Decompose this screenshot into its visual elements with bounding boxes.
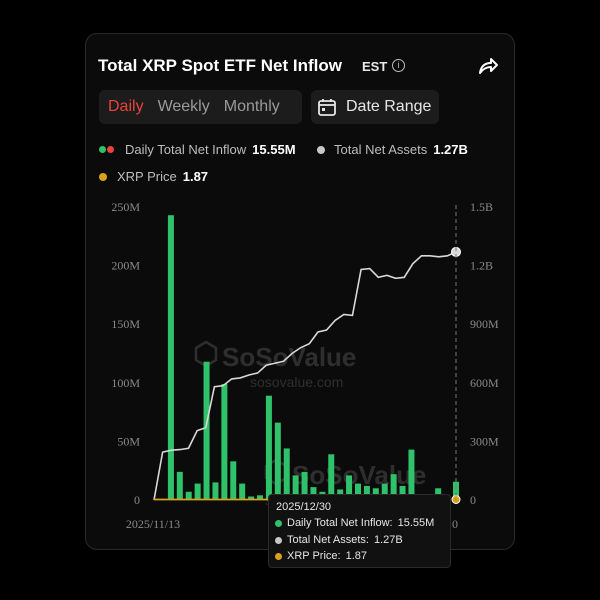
tooltip-price-dot	[275, 552, 282, 560]
inflow-bar	[283, 448, 290, 500]
inflow-bar	[292, 475, 299, 500]
tooltip-inflow-value: 15.55M	[397, 517, 435, 529]
tooltip-row-price: XRP Price: 1.87	[275, 550, 367, 562]
inflow-bar	[239, 483, 246, 500]
inflow-bar	[363, 485, 370, 500]
tooltip: 2025/12/30 Daily Total Net Inflow: 15.55…	[268, 494, 451, 568]
legend-inflow[interactable]: Daily Total Net Inflow 15.55M	[99, 142, 296, 157]
inflow-bar	[176, 471, 183, 500]
inflow-bar	[274, 422, 281, 500]
inflow-bar	[381, 483, 388, 500]
tooltip-price-value: 1.87	[345, 550, 368, 562]
chart-title: Total XRP Spot ETF Net Inflow	[98, 56, 342, 75]
y-left-tick-label: 0	[134, 493, 140, 507]
assets-dot	[317, 145, 325, 154]
tooltip-inflow-label: Daily Total Net Inflow:	[287, 517, 393, 529]
inflow-bar	[265, 395, 272, 500]
y-right-tick-label: 900M	[470, 317, 499, 331]
legend-assets-value: 1.27B	[433, 142, 468, 157]
inflow-bar	[399, 485, 406, 500]
y-right-tick-label: 0	[470, 493, 476, 507]
legend-price-label: XRP Price	[117, 169, 177, 184]
info-icon[interactable]: i	[392, 59, 405, 72]
inflow-bar	[355, 483, 361, 500]
inflow-bar	[203, 361, 210, 500]
x-tick-label: 2025/11/13	[126, 517, 180, 531]
tooltip-date: 2025/12/30	[276, 501, 332, 513]
legend-inflow-value: 15.55M	[252, 142, 296, 157]
tooltip-assets-value: 1.27B	[373, 534, 403, 546]
y-left-tick-label: 100M	[111, 376, 140, 390]
tooltip-row-inflow: Daily Total Net Inflow: 15.55M	[275, 517, 434, 529]
inflow-bar	[248, 496, 255, 500]
inflow-bar	[346, 475, 353, 500]
inflow-positive-dot	[99, 146, 106, 153]
inflow-bar	[390, 474, 397, 500]
legend-assets-label: Total Net Assets	[334, 142, 428, 157]
y-left-tick-label: 50M	[117, 434, 140, 448]
tab-weekly[interactable]: Weekly	[157, 98, 210, 115]
inflow-bar	[185, 491, 192, 500]
y-right-tick-label: 1.2B	[470, 259, 493, 273]
y-left-tick-label: 150M	[111, 317, 140, 331]
legend-price[interactable]: XRP Price 1.87	[99, 169, 208, 184]
tooltip-assets-dot	[275, 536, 282, 544]
y-left-tick-label: 200M	[111, 259, 140, 273]
date-range-label: Date Range	[346, 98, 432, 115]
y-axis-left: 0 50M 100M 150M 200M 250M	[111, 200, 140, 507]
date-range-button[interactable]: Date Range	[311, 90, 439, 124]
calendar-icon	[318, 99, 336, 116]
x-axis: 2025/11/13 0	[126, 517, 458, 531]
timezone-label[interactable]: EST	[362, 59, 388, 74]
legend-price-value: 1.87	[182, 169, 209, 184]
inflow-negative-dot	[107, 146, 114, 153]
inflow-bar	[212, 482, 219, 500]
inflow-bar	[328, 454, 335, 500]
legend-assets[interactable]: Total Net Assets 1.27B	[317, 142, 468, 157]
y-left-tick-label: 250M	[111, 200, 140, 214]
legend-inflow-label: Daily Total Net Inflow	[125, 142, 247, 157]
tooltip-assets-label: Total Net Assets:	[287, 534, 369, 546]
inflow-bar	[167, 215, 174, 501]
tooltip-inflow-dot	[275, 519, 282, 527]
inflow-bar	[408, 449, 415, 500]
assets-line-path	[153, 251, 457, 501]
inflow-bar	[257, 495, 263, 500]
inflow-bar	[301, 471, 308, 500]
tooltip-row-assets: Total Net Assets: 1.27B	[275, 534, 403, 546]
period-tabs: Daily Weekly Monthly	[99, 90, 302, 124]
watermark-site-1: sosovalue.com	[250, 374, 343, 390]
inflow-bar	[230, 461, 237, 500]
tab-monthly[interactable]: Monthly	[223, 98, 280, 115]
inflow-bar	[453, 481, 459, 500]
inflow-bar	[310, 487, 317, 500]
y-right-tick-label: 600M	[470, 376, 499, 390]
price-dot	[99, 172, 107, 181]
x-tick-label-last: 0	[452, 517, 458, 531]
inflow-bar	[194, 483, 201, 500]
inflow-bar	[221, 383, 228, 500]
y-right-tick-label: 1.5B	[470, 200, 493, 214]
share-icon[interactable]	[476, 54, 500, 78]
y-axis-right: 0 300M 600M 900M 1.2B 1.5B	[470, 200, 499, 507]
tab-daily[interactable]: Daily	[108, 98, 144, 115]
tooltip-price-label: XRP Price:	[287, 550, 341, 562]
y-right-tick-label: 300M	[470, 434, 499, 448]
